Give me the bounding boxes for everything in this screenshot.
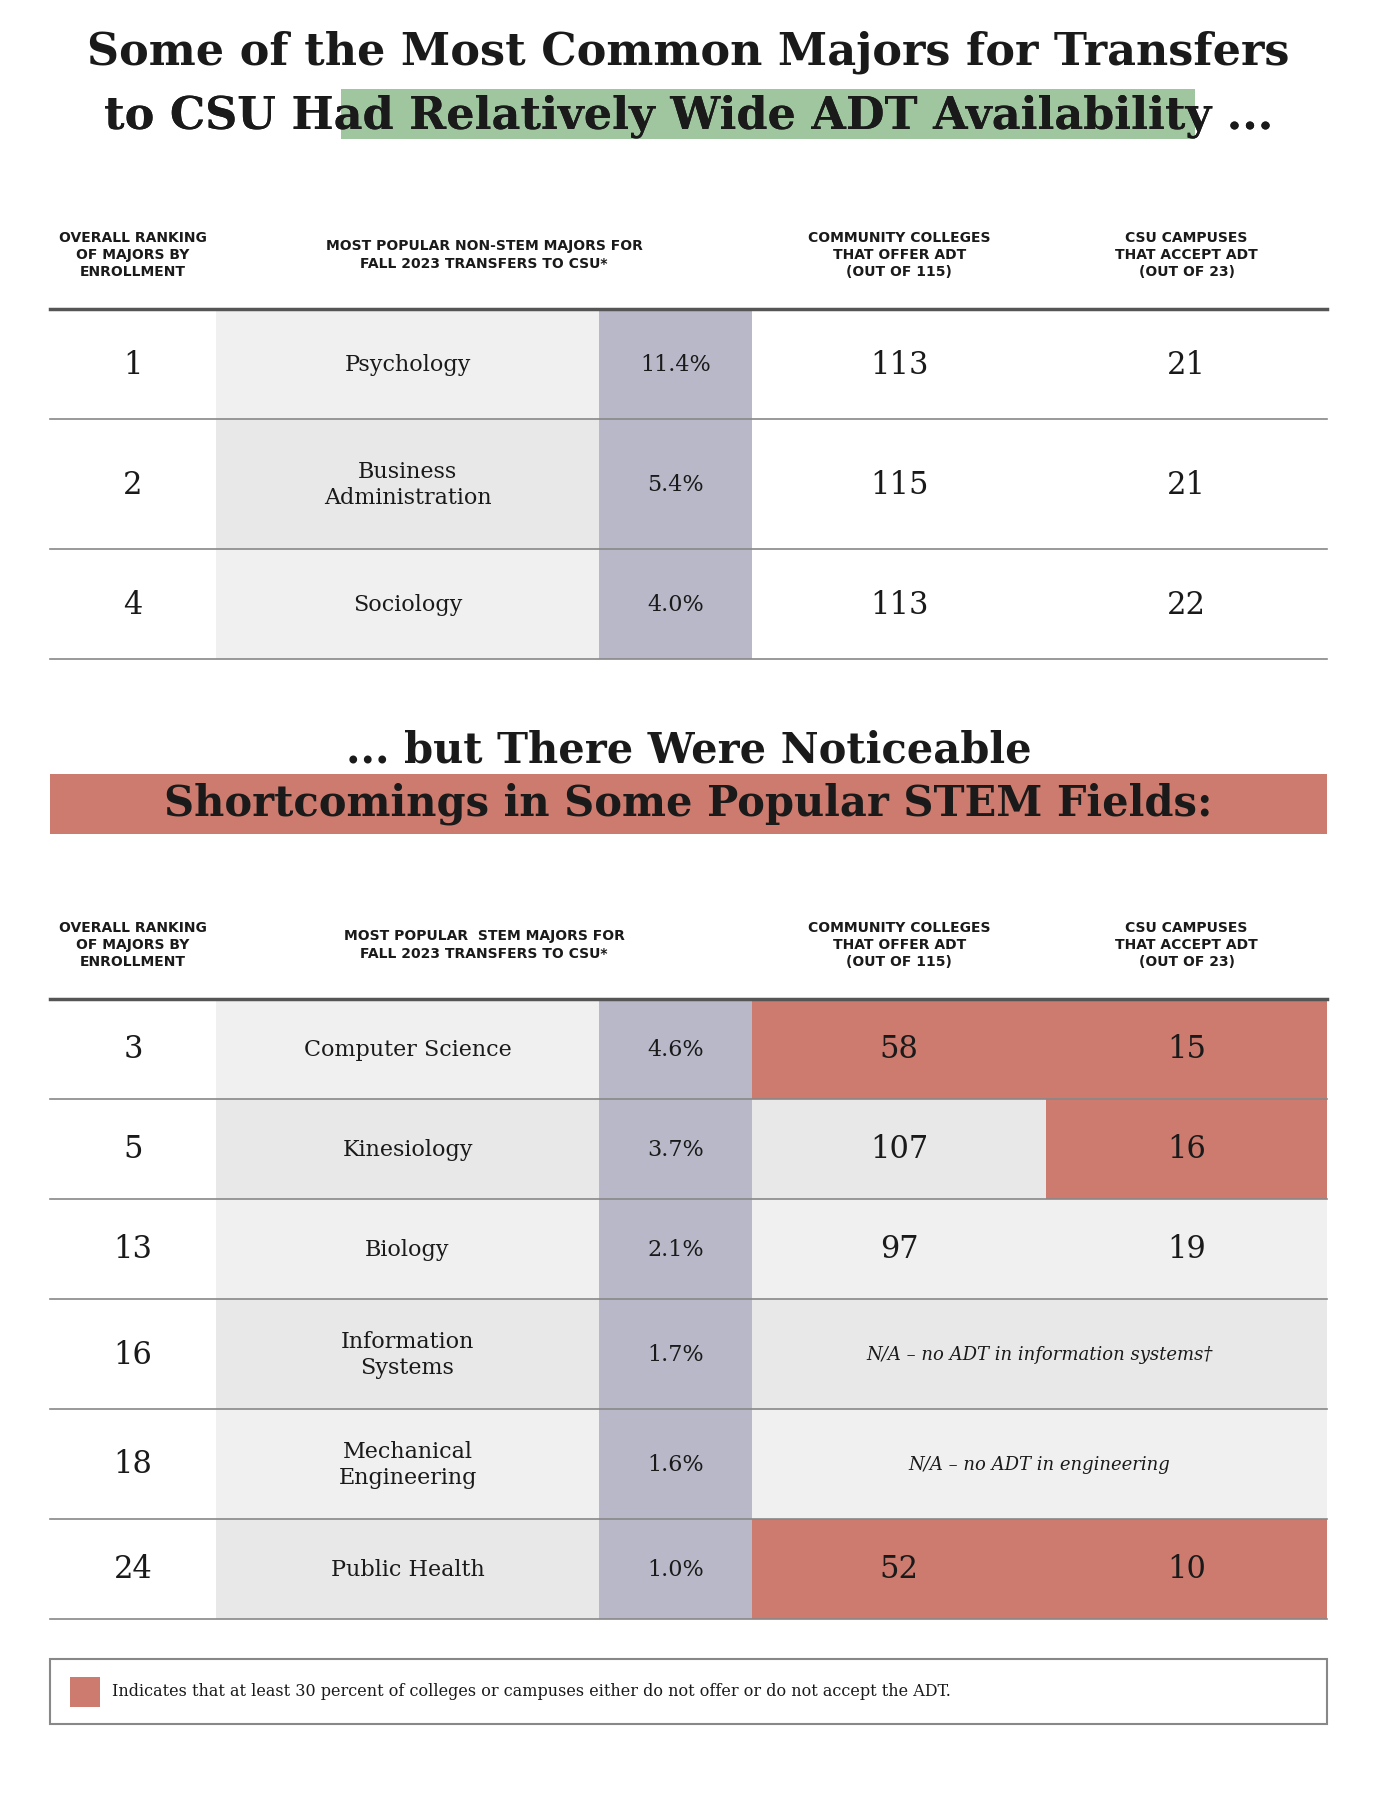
Text: Business
Administration: Business Administration <box>324 461 492 508</box>
Bar <box>599 1299 752 1409</box>
Bar <box>216 1000 752 1099</box>
Text: 16: 16 <box>1168 1134 1206 1165</box>
Text: 52: 52 <box>880 1553 918 1585</box>
Text: ... but There Were Noticeable: ... but There Were Noticeable <box>346 729 1031 771</box>
Text: 4.6%: 4.6% <box>647 1038 704 1061</box>
Bar <box>1047 1199 1327 1299</box>
Bar <box>70 1676 101 1707</box>
Text: 58: 58 <box>880 1034 918 1065</box>
Bar <box>599 1518 752 1620</box>
Bar <box>752 1099 1047 1199</box>
Text: Sociology: Sociology <box>353 593 463 615</box>
Text: 5: 5 <box>124 1134 143 1165</box>
Text: COMMUNITY COLLEGES
THAT OFFER ADT
(OUT OF 115): COMMUNITY COLLEGES THAT OFFER ADT (OUT O… <box>808 230 990 279</box>
Text: N/A – no ADT in engineering: N/A – no ADT in engineering <box>909 1455 1170 1473</box>
Text: 1: 1 <box>124 350 143 381</box>
Bar <box>216 1299 752 1409</box>
Text: N/A – no ADT in engineering: N/A – no ADT in engineering <box>909 1455 1170 1473</box>
Text: to CSU Had Relatively Wide ADT Availability ...: to CSU Had Relatively Wide ADT Availabil… <box>103 94 1274 138</box>
Bar <box>216 419 752 550</box>
Bar <box>1047 1000 1327 1099</box>
Text: Mechanical
Engineering: Mechanical Engineering <box>339 1440 476 1487</box>
Bar <box>216 1099 752 1199</box>
Bar <box>1047 1518 1327 1620</box>
Text: 13: 13 <box>113 1234 153 1264</box>
Text: Psychology: Psychology <box>344 354 471 375</box>
Bar <box>599 1199 752 1299</box>
Text: 11.4%: 11.4% <box>640 354 711 375</box>
Text: OVERALL RANKING
OF MAJORS BY
ENROLLMENT: OVERALL RANKING OF MAJORS BY ENROLLMENT <box>59 920 207 969</box>
Text: 113: 113 <box>870 590 928 620</box>
Text: 10: 10 <box>1168 1553 1206 1585</box>
Text: 16: 16 <box>113 1339 153 1370</box>
Text: 4.0%: 4.0% <box>647 593 704 615</box>
Bar <box>599 419 752 550</box>
Text: 1.6%: 1.6% <box>647 1453 704 1475</box>
Bar <box>216 310 752 419</box>
Text: to CSU Had Relatively Wide ADT Availability ...: to CSU Had Relatively Wide ADT Availabil… <box>103 94 1274 138</box>
Text: Kinesiology: Kinesiology <box>343 1139 472 1161</box>
Text: Information
Systems: Information Systems <box>341 1330 474 1379</box>
Text: 113: 113 <box>870 350 928 381</box>
Text: 2.1%: 2.1% <box>647 1239 704 1261</box>
Bar <box>216 550 752 660</box>
Text: Some of the Most Common Majors for Transfers: Some of the Most Common Majors for Trans… <box>87 31 1290 73</box>
Bar <box>752 1000 1047 1099</box>
Text: 21: 21 <box>1168 350 1206 381</box>
Text: CSU CAMPUSES
THAT ACCEPT ADT
(OUT OF 23): CSU CAMPUSES THAT ACCEPT ADT (OUT OF 23) <box>1115 230 1259 279</box>
Text: 18: 18 <box>113 1449 153 1480</box>
Text: CSU CAMPUSES
THAT ACCEPT ADT
(OUT OF 23): CSU CAMPUSES THAT ACCEPT ADT (OUT OF 23) <box>1115 920 1259 969</box>
Bar <box>599 310 752 419</box>
Bar <box>599 1409 752 1518</box>
Bar <box>216 1199 752 1299</box>
Text: 1.7%: 1.7% <box>647 1342 704 1366</box>
Bar <box>50 1660 1327 1723</box>
Text: 4: 4 <box>124 590 143 620</box>
Text: 15: 15 <box>1168 1034 1206 1065</box>
Text: Indicates that at least 30 percent of colleges or campuses either do not offer o: Indicates that at least 30 percent of co… <box>112 1682 952 1700</box>
Bar <box>1047 1299 1327 1409</box>
Text: N/A – no ADT in information systems†: N/A – no ADT in information systems† <box>866 1346 1213 1364</box>
Text: Shortcomings in Some Popular STEM Fields:: Shortcomings in Some Popular STEM Fields… <box>164 782 1213 825</box>
Bar <box>50 775 1327 834</box>
Text: Computer Science: Computer Science <box>304 1038 511 1061</box>
Text: 19: 19 <box>1168 1234 1206 1264</box>
Text: MOST POPULAR NON-STEM MAJORS FOR
FALL 2023 TRANSFERS TO CSU*: MOST POPULAR NON-STEM MAJORS FOR FALL 20… <box>326 239 643 270</box>
Text: N/A – no ADT in information systems†: N/A – no ADT in information systems† <box>866 1346 1213 1364</box>
Text: 97: 97 <box>880 1234 918 1264</box>
Bar <box>599 1099 752 1199</box>
Text: 24: 24 <box>114 1553 153 1585</box>
Bar <box>752 1299 1047 1409</box>
Bar <box>752 1199 1047 1299</box>
Bar <box>216 1518 752 1620</box>
Bar <box>752 1518 1047 1620</box>
Bar <box>599 1000 752 1099</box>
Text: COMMUNITY COLLEGES
THAT OFFER ADT
(OUT OF 115): COMMUNITY COLLEGES THAT OFFER ADT (OUT O… <box>808 920 990 969</box>
Text: Public Health: Public Health <box>330 1558 485 1580</box>
Bar <box>216 1409 752 1518</box>
Text: 3.7%: 3.7% <box>647 1139 704 1161</box>
Text: MOST POPULAR  STEM MAJORS FOR
FALL 2023 TRANSFERS TO CSU*: MOST POPULAR STEM MAJORS FOR FALL 2023 T… <box>344 929 625 960</box>
Text: 1.0%: 1.0% <box>647 1558 704 1580</box>
Text: OVERALL RANKING
OF MAJORS BY
ENROLLMENT: OVERALL RANKING OF MAJORS BY ENROLLMENT <box>59 230 207 279</box>
Text: 115: 115 <box>870 470 928 501</box>
Text: 5.4%: 5.4% <box>647 473 704 495</box>
Bar <box>752 1299 1327 1409</box>
Bar <box>1047 1409 1327 1518</box>
Bar <box>599 550 752 660</box>
Bar <box>752 1409 1047 1518</box>
Text: 3: 3 <box>124 1034 143 1065</box>
Bar <box>1047 1099 1327 1199</box>
Text: Biology: Biology <box>365 1239 450 1261</box>
Bar <box>752 1409 1327 1518</box>
Text: 2: 2 <box>124 470 143 501</box>
Text: 107: 107 <box>870 1134 928 1165</box>
Text: 21: 21 <box>1168 470 1206 501</box>
Text: 22: 22 <box>1168 590 1206 620</box>
